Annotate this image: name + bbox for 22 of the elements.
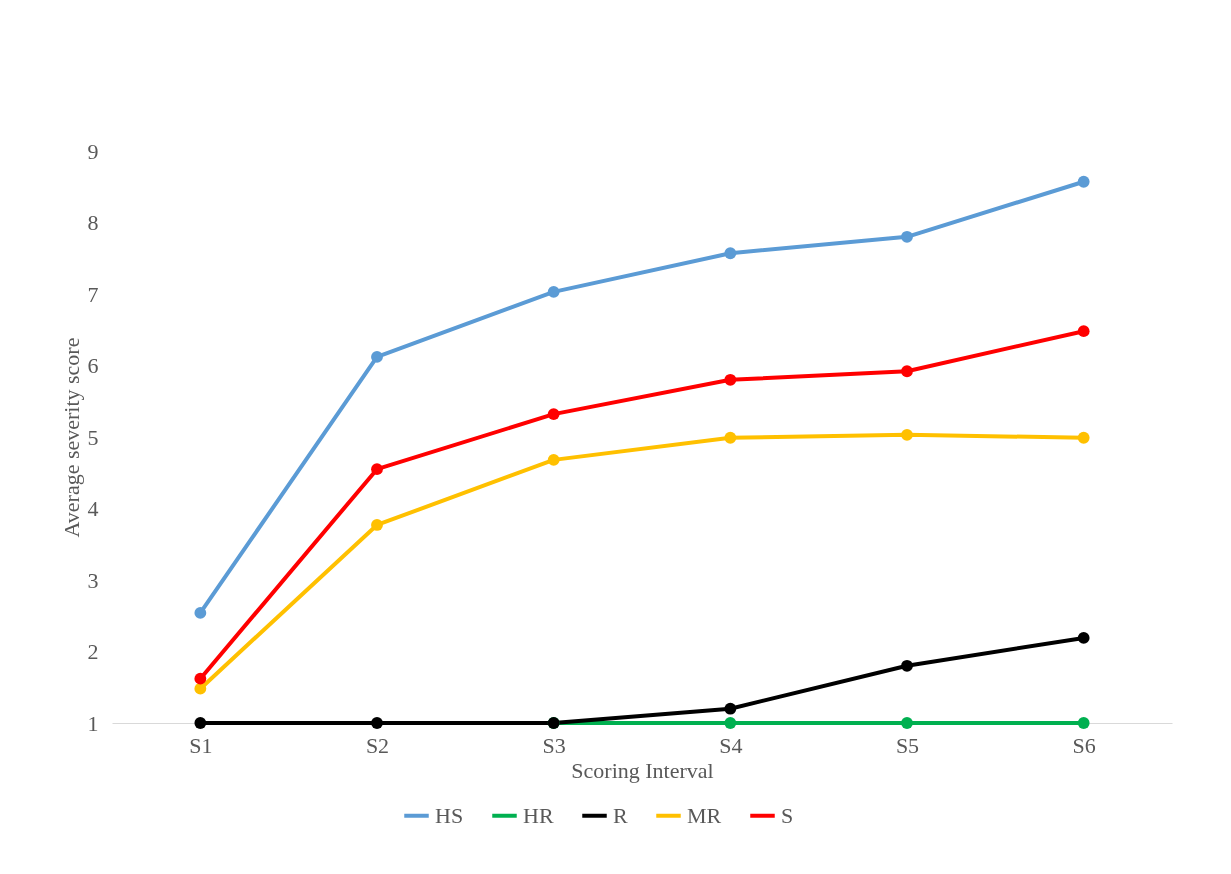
x-tick-label: S2	[365, 732, 390, 758]
x-tick-label: S5	[895, 732, 920, 758]
y-tick-label: 3	[87, 567, 99, 593]
y-tick-label: 5	[87, 424, 99, 450]
x-tick-label: S1	[189, 732, 213, 758]
x-tick-label: S6	[1072, 732, 1096, 758]
y-tick-label: 6	[87, 353, 99, 378]
legend-label: HR	[523, 802, 554, 828]
y-tick-label: 9	[87, 138, 99, 164]
x-tick-label: S3	[542, 732, 566, 758]
y-axis-title: Average severity score	[58, 337, 84, 538]
legend-label: R	[613, 802, 628, 828]
y-tick-label: 7	[87, 281, 99, 307]
x-tick-label: S4	[719, 732, 743, 758]
x-axis-title: Scoring Interval	[571, 757, 714, 783]
y-tick-label: 8	[87, 210, 99, 235]
legend-label: S	[781, 802, 794, 828]
legend-label: MR	[687, 802, 722, 828]
y-tick-label: 1	[87, 710, 99, 736]
y-tick-label: 2	[87, 639, 99, 664]
legend-label: HS	[435, 802, 464, 828]
y-tick-label: 4	[87, 496, 99, 521]
